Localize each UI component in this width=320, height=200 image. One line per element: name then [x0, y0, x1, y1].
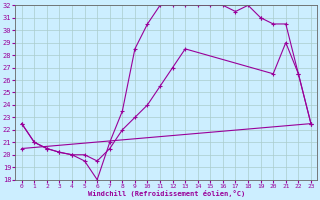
X-axis label: Windchill (Refroidissement éolien,°C): Windchill (Refroidissement éolien,°C) [88, 190, 245, 197]
